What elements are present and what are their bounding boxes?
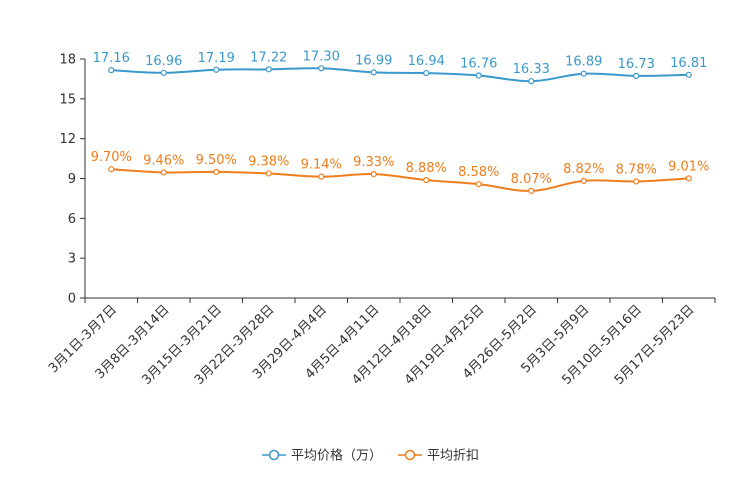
series-line <box>111 168 689 192</box>
series-average-discount: 9.70% 9.46% 9.50% 9.38% 9.14% 9.33% 8.88% 8.58%… <box>91 150 709 194</box>
series-layer: 17.16 16.96 17.19 17.22 17.30 16.99 16.94 16.76… <box>91 49 709 194</box>
data-point[interactable] <box>528 78 535 85</box>
data-point[interactable] <box>580 177 587 184</box>
data-point[interactable] <box>633 72 640 79</box>
legend-label: 平均价格（万） <box>291 448 382 464</box>
data-point[interactable] <box>528 187 535 194</box>
data-label: 17.16 <box>93 51 130 66</box>
data-label: 17.19 <box>198 51 235 66</box>
y-tick-label: 9 <box>68 172 76 187</box>
data-label: 9.01% <box>668 159 709 174</box>
data-point[interactable] <box>475 180 482 188</box>
data-point[interactable] <box>160 169 167 176</box>
data-point[interactable] <box>265 170 272 177</box>
data-label: 17.22 <box>250 50 287 65</box>
data-label: 8.07% <box>511 172 552 187</box>
data-point[interactable] <box>580 70 587 77</box>
legend-marker-icon <box>268 449 280 461</box>
data-label: 9.38% <box>248 154 289 169</box>
data-label: 8.78% <box>616 162 657 177</box>
data-label: 8.82% <box>563 162 604 177</box>
data-label: 16.76 <box>460 56 497 71</box>
data-point[interactable] <box>475 72 482 79</box>
data-point[interactable] <box>685 175 692 182</box>
data-label: 9.70% <box>91 150 132 165</box>
data-label: 16.89 <box>565 55 602 70</box>
data-point[interactable] <box>370 69 377 76</box>
data-label: 16.99 <box>355 53 392 68</box>
y-tick-label: 3 <box>68 252 76 267</box>
data-point[interactable] <box>633 178 640 185</box>
data-label: 9.50% <box>196 153 237 168</box>
data-label: 9.33% <box>353 155 394 170</box>
data-label: 16.33 <box>513 62 550 77</box>
legend-item-average-price[interactable]: 平均价格（万） <box>262 448 382 464</box>
data-point[interactable] <box>265 66 272 73</box>
data-label: 16.81 <box>670 56 707 71</box>
data-point[interactable] <box>423 69 430 77</box>
data-label: 17.30 <box>303 49 340 64</box>
data-point[interactable] <box>213 168 220 175</box>
legend-label: 平均折扣 <box>427 449 479 464</box>
data-label: 16.73 <box>618 57 655 72</box>
data-label: 9.46% <box>143 153 184 168</box>
x-axis: 3月1日-3月7日3月8日-3月14日3月15日-3月21日3月22日-3月28… <box>46 297 716 388</box>
legend[interactable]: 平均价格（万） 平均折扣 <box>262 448 479 464</box>
y-tick-label: 0 <box>68 292 76 307</box>
data-point[interactable] <box>213 66 220 73</box>
data-point[interactable] <box>318 65 325 72</box>
y-tick-label: 12 <box>59 132 76 147</box>
data-point[interactable] <box>370 171 377 178</box>
data-point[interactable] <box>423 176 430 184</box>
y-tick-label: 15 <box>59 92 76 107</box>
data-point[interactable] <box>685 71 692 78</box>
data-point[interactable] <box>108 67 115 74</box>
data-point[interactable] <box>160 69 167 76</box>
data-label: 16.94 <box>408 54 445 69</box>
series-average-price: 17.16 16.96 17.19 17.22 17.30 16.99 16.94 16.76… <box>93 49 707 85</box>
y-tick-label: 18 <box>59 53 76 68</box>
data-label: 9.14% <box>301 158 342 173</box>
y-tick-label: 6 <box>68 212 76 227</box>
data-label: 8.58% <box>458 165 499 180</box>
data-point[interactable] <box>318 173 325 180</box>
y-axis: 0 3 6 9 12 15 18 <box>59 53 86 307</box>
data-point[interactable] <box>108 166 115 173</box>
data-label: 8.88% <box>406 161 447 176</box>
series-line <box>111 67 689 83</box>
legend-marker-icon <box>404 449 416 461</box>
data-label: 16.96 <box>145 54 182 69</box>
legend-item-average-discount[interactable]: 平均折扣 <box>398 449 479 464</box>
